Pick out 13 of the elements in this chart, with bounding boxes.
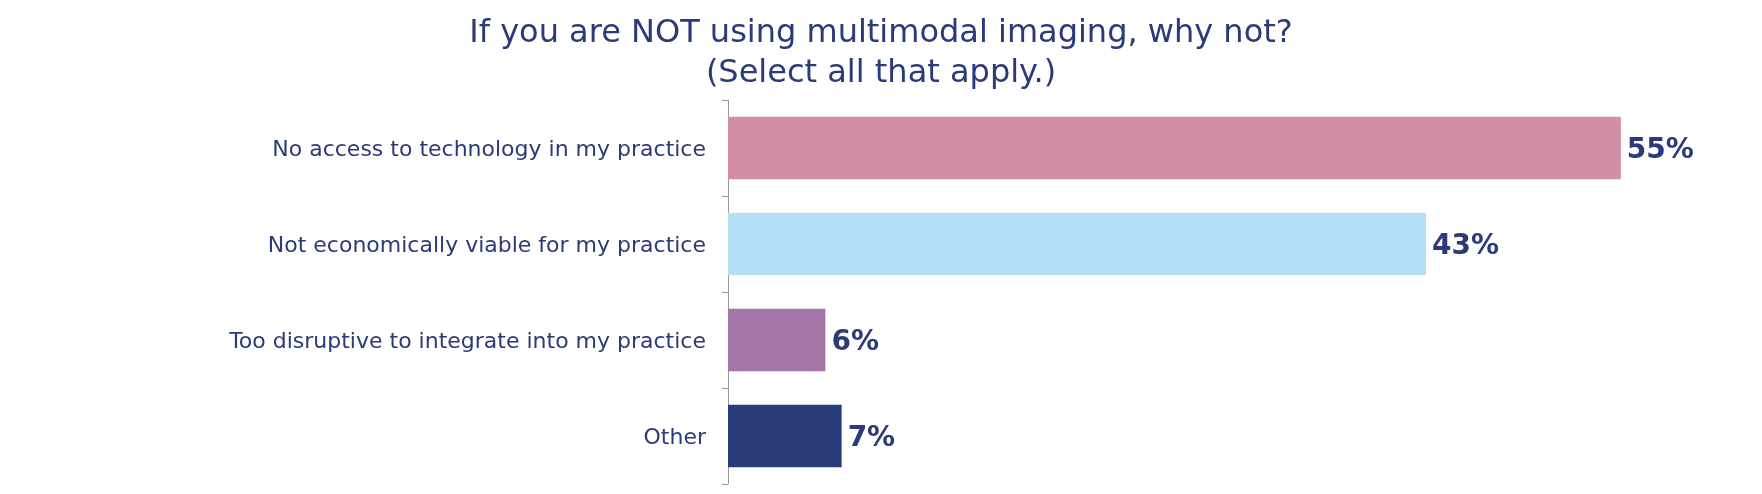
bar xyxy=(728,308,826,372)
data-label: 55% xyxy=(1626,131,1694,165)
data-label: 6% xyxy=(831,323,879,357)
data-label: 43% xyxy=(1432,227,1500,261)
y-tick-label: Other xyxy=(643,423,707,449)
y-tick-label: No access to technology in my practice xyxy=(272,135,706,161)
bar xyxy=(728,212,1427,276)
chart-title: If you are NOT using multimodal imaging, why not? (Select all that apply.) xyxy=(469,12,1293,90)
bar xyxy=(728,116,1621,180)
y-tick-label: Too disruptive to integrate into my practice xyxy=(228,327,706,353)
y-tick-label: Not economically viable for my practice xyxy=(267,231,706,257)
bar xyxy=(728,404,842,468)
data-label: 7% xyxy=(847,419,896,453)
